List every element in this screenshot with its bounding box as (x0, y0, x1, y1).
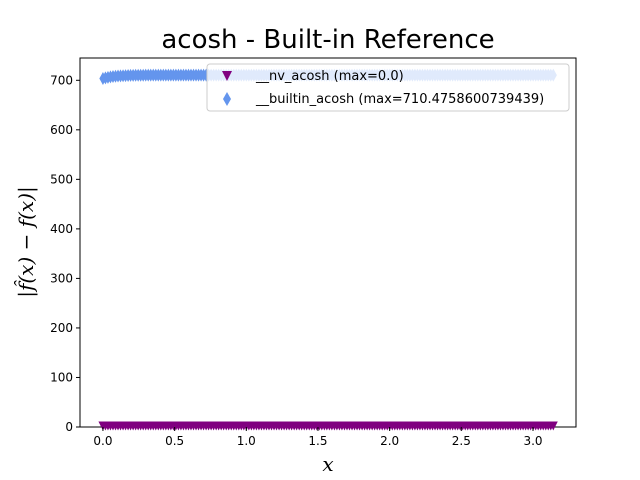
legend-marker-builtin-acosh (223, 92, 231, 106)
x-tick-label: 2.0 (380, 434, 399, 448)
y-tick-label: 500 (50, 172, 73, 186)
x-ticks: 0.0 0.5 1.0 1.5 2.0 2.5 3.0 (93, 427, 543, 448)
data-point (548, 421, 558, 431)
x-tick-label: 0.0 (93, 434, 112, 448)
legend: __nv_acosh (max=0.0) __builtin_acosh (ma… (206, 63, 570, 112)
x-tick-label: 2.5 (452, 434, 471, 448)
x-tick-label: 0.5 (165, 434, 184, 448)
y-tick-label: 100 (50, 370, 73, 384)
y-tick-label: 700 (50, 73, 73, 87)
y-tick-label: 200 (50, 321, 73, 335)
x-tick-label: 1.0 (237, 434, 256, 448)
series-nv-acosh (98, 421, 558, 431)
legend-label-nv-acosh: __nv_acosh (max=0.0) (255, 69, 404, 84)
y-tick-label: 300 (50, 271, 73, 285)
y-tick-label: 0 (65, 420, 73, 434)
legend-box (206, 63, 570, 112)
y-axis-label: |f̂(x) − f(x)| (14, 186, 39, 298)
x-tick-label: 3.0 (523, 434, 542, 448)
x-tick-label: 1.5 (308, 434, 327, 448)
y-ticks: 0 100 200 300 400 500 600 700 (50, 73, 80, 434)
legend-label-builtin-acosh: __builtin_acosh (max=710.4758600739439) (255, 92, 544, 107)
chart-title: acosh - Built-in Reference (161, 25, 494, 55)
y-tick-label: 600 (50, 123, 73, 137)
legend-marker-nv-acosh (222, 71, 232, 81)
y-tick-label: 400 (50, 222, 73, 236)
x-axis-label: x (322, 452, 333, 476)
